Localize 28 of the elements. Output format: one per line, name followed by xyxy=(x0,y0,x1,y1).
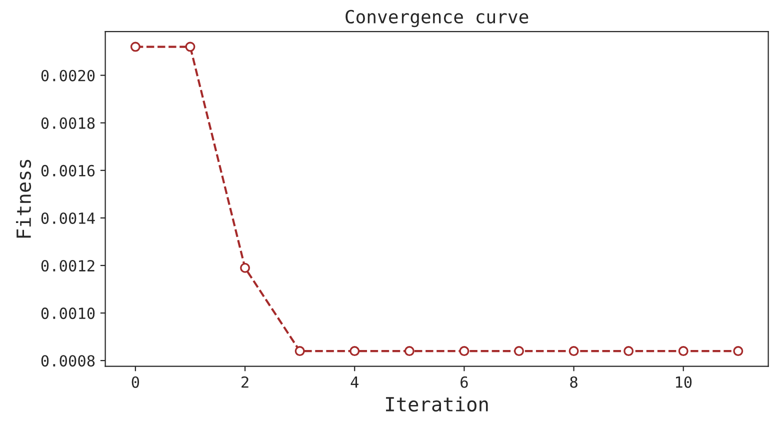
point xyxy=(185,42,196,52)
x-tick-label: 6 xyxy=(460,376,468,388)
point xyxy=(678,346,688,356)
x-axis-title: Iteration xyxy=(386,396,488,412)
point xyxy=(733,346,744,356)
x-tick-label: 0 xyxy=(132,376,140,388)
y-tick-label: 0.0018 xyxy=(41,117,95,129)
point xyxy=(350,346,360,356)
y-tick-label: 0.0016 xyxy=(41,164,95,176)
point xyxy=(568,346,579,356)
point xyxy=(459,346,470,356)
x-tick-label: 8 xyxy=(570,376,578,388)
point xyxy=(514,346,524,356)
y-tick-label: 0.0012 xyxy=(41,260,94,272)
point xyxy=(624,346,634,356)
point xyxy=(240,262,250,273)
point xyxy=(130,42,140,52)
y-axis-title: Fitness xyxy=(16,160,32,238)
y-tick-label: 0.0010 xyxy=(41,308,95,320)
y-tick-label: 0.0020 xyxy=(41,70,95,82)
point xyxy=(294,346,305,356)
x-tick-label: 10 xyxy=(676,376,692,388)
x-tick-label: 2 xyxy=(242,376,248,388)
point xyxy=(404,346,414,356)
chart-title: Convergence curve xyxy=(346,10,528,28)
x-tick-label: 4 xyxy=(350,376,358,388)
y-tick-label: 0.0014 xyxy=(41,212,95,224)
y-tick-label: 0.0008 xyxy=(41,355,95,367)
